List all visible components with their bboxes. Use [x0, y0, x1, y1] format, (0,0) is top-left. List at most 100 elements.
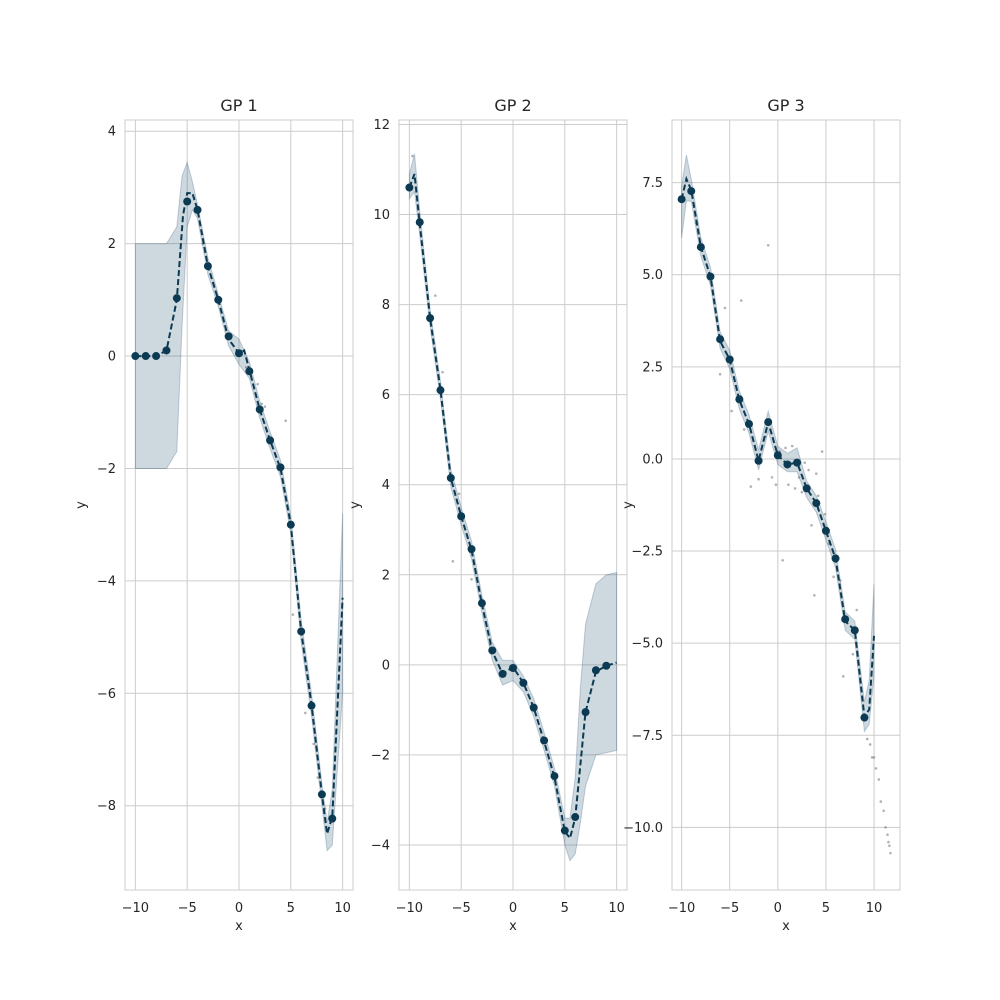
observation-point — [889, 851, 892, 855]
axes-frame — [398, 119, 628, 891]
mean-marker — [687, 187, 696, 196]
mean-marker — [203, 262, 212, 271]
observation-point — [770, 476, 774, 479]
mean-marker — [821, 526, 830, 535]
y-tick-label: 6 — [382, 388, 390, 403]
mean-marker — [735, 395, 744, 404]
observation-point — [757, 477, 760, 481]
x-tick-label: −5 — [178, 901, 197, 916]
observation-point — [800, 490, 804, 494]
panel-title: GP 3 — [767, 96, 804, 115]
observation-point — [855, 608, 859, 612]
mean-marker — [860, 713, 869, 722]
y-tick-label: 8 — [382, 298, 390, 313]
observation-point — [244, 365, 248, 369]
y-tick-label: 2.5 — [642, 360, 663, 375]
mean-marker — [560, 826, 569, 835]
observation-point — [868, 743, 872, 746]
x-axis-label: x — [782, 919, 790, 934]
observation-point — [441, 370, 444, 374]
observation-point — [784, 446, 787, 450]
observation-point — [451, 559, 455, 563]
observation-point — [832, 575, 835, 579]
y-tick-label: 12 — [373, 118, 390, 133]
mean-marker — [436, 386, 445, 395]
mean-marker — [317, 790, 326, 799]
observation-point — [316, 776, 320, 779]
confidence-band — [134, 160, 344, 852]
observation-point — [851, 652, 855, 656]
x-tick-label: 0 — [774, 901, 782, 916]
mean-marker — [725, 355, 734, 364]
x-tick-label: 0 — [509, 901, 517, 916]
y-tick-label: 5.0 — [642, 268, 663, 283]
observation-point — [766, 243, 770, 247]
mean-marker — [245, 367, 254, 376]
y-tick-label: 0 — [108, 350, 116, 365]
panel-gp2: −10 −5 0 5 10 −4 −2 0 2 4 6 8 10 12 GP 2 x y — [348, 96, 628, 934]
mean-marker — [498, 669, 507, 678]
observation-point — [823, 512, 827, 516]
observation-point — [882, 809, 885, 813]
mean-marker — [276, 463, 285, 472]
y-tick-label: −10.0 — [623, 821, 663, 836]
panel-title: GP 1 — [220, 96, 257, 115]
mean-marker — [457, 512, 466, 521]
mean-marker — [193, 205, 202, 214]
mean-marker — [235, 349, 243, 358]
observation-point — [304, 711, 307, 715]
y-tick-label: 0 — [382, 658, 390, 673]
mean-marker — [812, 499, 821, 508]
mean-marker — [793, 458, 802, 467]
observation-point — [263, 405, 267, 408]
y-tick-label: 2 — [382, 568, 390, 583]
y-tick-label: −2 — [97, 462, 116, 477]
observation-point — [841, 675, 845, 678]
observation-point — [865, 737, 869, 741]
mean-marker — [307, 701, 316, 710]
observation-point — [874, 767, 878, 770]
mean-marker — [141, 352, 150, 361]
x-tick-label: 5 — [287, 901, 295, 916]
observation-point — [284, 419, 287, 422]
observation-point — [470, 577, 473, 581]
x-tick-label: 10 — [334, 901, 351, 916]
mean-marker — [677, 195, 686, 204]
mean-marker — [467, 545, 476, 554]
y-tick-label: −8 — [97, 799, 116, 814]
y-tick-label: −4 — [371, 838, 390, 853]
observation-point — [816, 494, 820, 498]
mean-marker — [850, 626, 859, 635]
x-tick-label: −5 — [452, 901, 471, 916]
observation-point — [411, 154, 414, 158]
observation-point — [820, 450, 824, 453]
mean-marker — [602, 661, 611, 670]
observation-point — [887, 840, 890, 844]
observation-point — [790, 444, 794, 448]
observation-point — [433, 294, 437, 297]
observation-point — [787, 483, 790, 487]
mean-marker — [426, 314, 435, 323]
axes-frame — [671, 119, 901, 891]
x-axis-label: x — [235, 919, 243, 934]
y-axis-label: y — [74, 501, 89, 509]
mean-marker — [446, 473, 455, 482]
observation-point — [872, 756, 876, 759]
y-tick-label: 2 — [108, 237, 116, 252]
observation-point — [886, 833, 889, 837]
y-tick-label: −2.5 — [631, 545, 663, 560]
confidence-band — [408, 153, 618, 862]
observation-point — [730, 409, 733, 413]
observation-point — [723, 306, 727, 310]
mean-marker — [744, 419, 753, 428]
observation-point — [797, 476, 801, 479]
mean-marker — [581, 708, 590, 717]
mean-marker — [754, 456, 763, 465]
mean-marker — [286, 520, 295, 529]
observation-point — [813, 593, 816, 597]
panel-gp3: −10 −5 0 5 10 −10.0 −7.5 −5.0 −2.5 0.0 2.5 5.0 7.5 GP… — [621, 96, 901, 934]
mean-marker — [802, 484, 811, 493]
observation-point — [877, 778, 881, 781]
x-axis-label: x — [509, 919, 517, 934]
observation-point — [718, 372, 722, 376]
